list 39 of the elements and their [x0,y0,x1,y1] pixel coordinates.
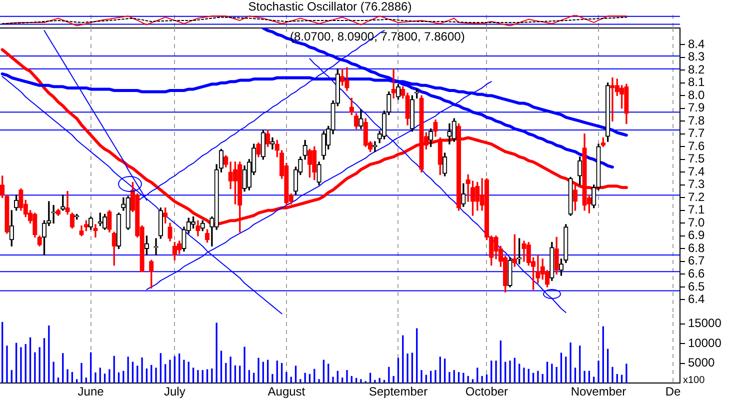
y-tick-label: 8.1 [688,75,706,90]
chart-title: Stochastic Oscillator (76.2886) [248,0,412,14]
candlestick [93,224,98,238]
y-tick-label: 8.0 [688,88,706,102]
text: x100 [683,374,706,386]
y-tick-label: 6.6 [688,266,706,280]
y-tick-label: 8.3 [688,50,706,64]
y-tick-label: 6.8 [688,240,706,255]
y-tick-label: 7.8 [688,113,706,128]
candlestick [610,77,615,122]
y-tick-label: 6.4 [688,292,706,306]
y-tick-label: 7.9 [688,100,706,115]
x-tick-label: July [164,384,186,399]
y-tick-label: 7.5 [688,152,706,166]
x-tick-label: August [268,384,306,399]
x-tick-label: September [368,384,428,399]
y-tick-label: 6.7 [688,254,706,268]
y-tick-label: 7.0 [688,215,706,230]
y-tick-label: 6.9 [688,228,706,242]
y-tick-label: 5000 [688,356,716,370]
y-tick-label: 8.2 [688,62,706,76]
candlestick [391,68,396,98]
x-tick-label: October [465,384,508,399]
x-tick-label: June [78,384,104,399]
y-tick-label: 15000 [688,316,722,330]
y-tick-label: 7.3 [688,177,706,192]
y-tick-label: 7.7 [688,126,706,140]
candlestick [372,141,378,152]
y-tick-label: 6.5 [688,279,706,294]
y-tick-label: 7.1 [688,202,706,217]
y-tick-label: 10000 [688,336,722,350]
y-tick-label: 7.6 [688,138,706,153]
y-tick-label: 7.2 [688,190,706,204]
y-tick-label: 8.4 [688,36,706,51]
candlestick [51,204,56,224]
x-tick-label: De [665,384,682,399]
x-tick-label: November [570,384,626,399]
chart-title: (8.0700, 8.0900, 7.7800, 7.8600) [290,29,465,44]
y-tick-label: 7.4 [688,164,706,178]
